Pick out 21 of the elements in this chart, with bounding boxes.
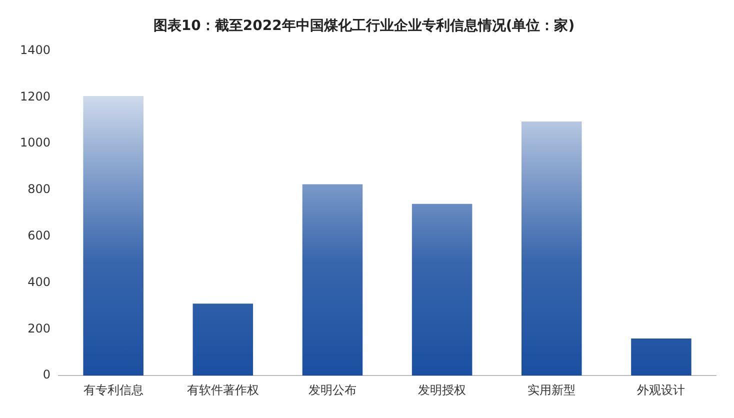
y-tick-label: 0: [42, 368, 51, 382]
y-tick-label: 800: [28, 182, 51, 196]
bar: [631, 338, 692, 376]
bar: [412, 204, 472, 376]
chart-title: 图表10：截至2022年中国煤化工行业企业专利信息情况(单位：家): [153, 17, 575, 34]
y-tick-label: 400: [28, 274, 51, 289]
x-tick-label: 发明授权: [418, 382, 466, 397]
bar: [522, 122, 582, 376]
x-tick-label: 有专利信息: [83, 382, 144, 397]
x-tick-label: 实用新型: [528, 382, 576, 397]
x-tick-label: 外观设计: [637, 382, 686, 397]
y-tick-label: 1200: [20, 89, 51, 104]
y-tick-label: 600: [28, 228, 51, 243]
y-tick-label: 200: [28, 321, 51, 336]
y-tick-label: 1000: [20, 136, 51, 150]
bar: [302, 184, 363, 376]
y-tick-label: 1400: [20, 42, 51, 57]
x-tick-label: 发明公布: [308, 382, 356, 397]
bar: [192, 304, 254, 376]
bar: [83, 96, 144, 376]
x-tick-label: 有软件著作权: [186, 382, 259, 397]
